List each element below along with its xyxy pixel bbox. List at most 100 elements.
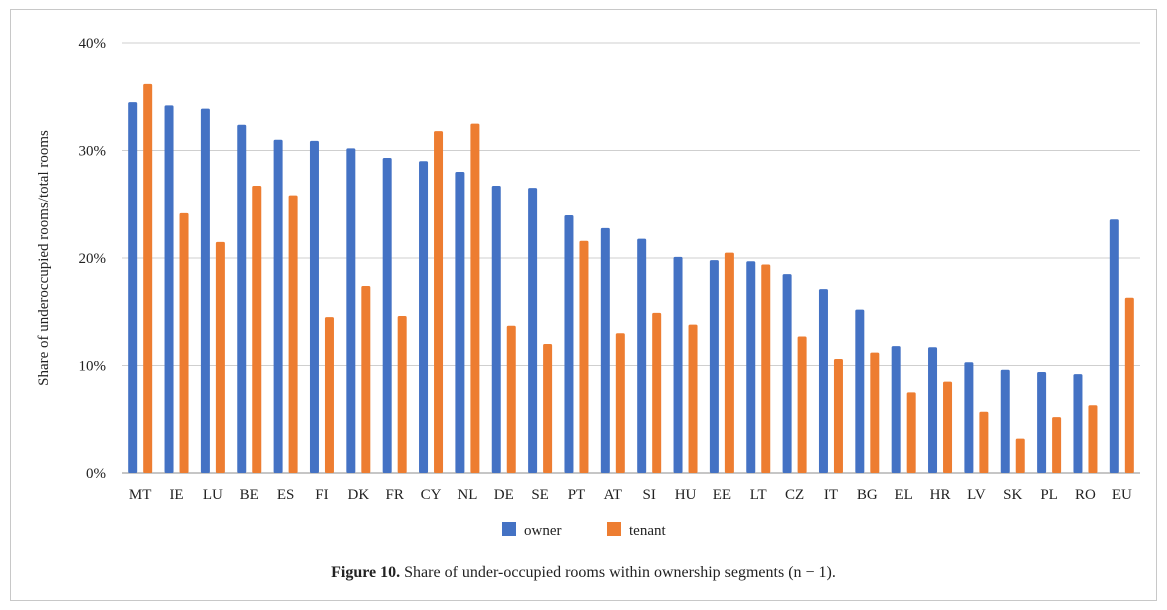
bar-owner-ro <box>1073 374 1083 473</box>
y-tick-label: 20% <box>79 251 107 267</box>
x-tick-label: SK <box>1003 487 1022 503</box>
bar-owner-dk <box>346 148 356 473</box>
bar-tenant-mt <box>143 83 153 473</box>
bar-owner-ee <box>709 260 719 473</box>
x-tick-label: PL <box>1040 487 1058 503</box>
x-tick-label: BG <box>857 487 878 503</box>
x-axis-ticks: MT IE LU BE ES FI DK FR CY NL DE SE PT AT SI HU EE LT CZ IT… <box>129 487 1132 503</box>
bar-owner-si <box>637 238 647 473</box>
x-tick-label: AT <box>604 487 622 503</box>
bar-tenant-be <box>252 185 262 473</box>
bar-owner-pt <box>564 215 574 473</box>
x-tick-label: DE <box>494 487 514 503</box>
legend-swatch-tenant <box>607 522 621 536</box>
x-tick-label: LT <box>750 487 767 503</box>
bar-tenant-el <box>906 392 916 473</box>
caption-label: Figure 10. <box>331 564 401 581</box>
bar-tenant-hr <box>943 381 953 473</box>
bar-chart: 0% 10% 20% 30% 40% MT IE LU BE ES FI DK FR CY NL DE SE P… <box>36 36 1140 539</box>
bar-tenant-fi <box>324 317 334 473</box>
bar-tenant-sk <box>1015 438 1025 473</box>
bar-tenant-it <box>833 359 843 473</box>
bar-owner-cy <box>419 161 429 473</box>
y-tick-label: 30% <box>79 144 107 160</box>
bar-tenant-ie <box>179 212 189 473</box>
x-tick-label: FR <box>385 487 403 503</box>
bar-tenant-ro <box>1088 405 1098 473</box>
x-tick-label: LV <box>967 487 986 503</box>
x-tick-label: HR <box>930 487 951 503</box>
bar-tenant-se <box>543 344 553 473</box>
bar-tenant-pl <box>1052 417 1062 473</box>
bar-tenant-at <box>615 333 625 473</box>
bar-owner-se <box>528 188 538 473</box>
bar-tenant-pt <box>579 240 589 473</box>
x-tick-label: NL <box>457 487 477 503</box>
bar-tenant-es <box>288 195 298 473</box>
bar-owner-fi <box>309 140 319 473</box>
x-tick-label: EE <box>713 487 731 503</box>
bar-owner-hr <box>928 347 938 473</box>
bar-tenant-ee <box>724 252 734 473</box>
bar-owner-bg <box>855 309 865 473</box>
bar-owner-be <box>237 124 247 473</box>
y-tick-label: 0% <box>86 466 106 482</box>
bar-owner-nl <box>455 172 465 473</box>
caption-text: Share of under-occupied rooms within own… <box>400 564 836 581</box>
bar-owner-ie <box>164 105 174 473</box>
bar-tenant-lt <box>761 264 771 473</box>
x-tick-label: LU <box>203 487 223 503</box>
x-tick-label: DK <box>347 487 369 503</box>
x-tick-label: EL <box>895 487 913 503</box>
x-tick-label: ES <box>277 487 295 503</box>
x-tick-label: IE <box>169 487 183 503</box>
legend-label-owner: owner <box>524 523 562 539</box>
bar-owner-es <box>273 139 283 473</box>
legend-label-tenant: tenant <box>629 523 666 539</box>
x-tick-label: PT <box>568 487 586 503</box>
x-tick-label: HU <box>675 487 697 503</box>
bar-owner-hu <box>673 256 683 473</box>
bar-tenant-fr <box>397 316 407 473</box>
bar-owner-at <box>600 227 610 473</box>
y-axis-ticks: 0% 10% 20% 30% 40% <box>79 36 107 482</box>
bar-tenant-lu <box>215 241 225 473</box>
bar-tenant-de <box>506 325 516 473</box>
bar-owner-de <box>491 185 501 473</box>
bar-owner-lt <box>746 261 756 473</box>
bar-tenant-cz <box>797 336 807 473</box>
x-tick-label: SI <box>643 487 656 503</box>
x-tick-label: EU <box>1112 487 1132 503</box>
x-tick-label: BE <box>240 487 259 503</box>
bar-tenant-hu <box>688 324 698 473</box>
legend: owner tenant <box>502 522 666 539</box>
y-tick-label: 10% <box>79 359 107 375</box>
y-tick-label: 40% <box>79 36 107 52</box>
bar-owner-eu <box>1109 219 1119 473</box>
bar-tenant-cy <box>434 131 444 473</box>
bar-owner-mt <box>128 102 138 473</box>
bar-owner-cz <box>782 274 792 473</box>
x-tick-label: RO <box>1075 487 1096 503</box>
bar-owner-pl <box>1037 371 1047 473</box>
x-tick-label: FI <box>315 487 328 503</box>
bar-owner-sk <box>1000 369 1010 473</box>
bar-owner-it <box>818 289 828 473</box>
x-tick-label: CY <box>421 487 442 503</box>
bar-tenant-dk <box>361 285 371 473</box>
x-tick-label: CZ <box>785 487 804 503</box>
bar-owner-fr <box>382 158 392 473</box>
bar-tenant-si <box>652 312 662 473</box>
bars <box>128 83 1134 473</box>
bar-tenant-lv <box>979 411 989 473</box>
bar-tenant-bg <box>870 352 880 473</box>
bar-owner-lv <box>964 362 974 473</box>
y-axis-label: Share of underoccupied rooms/total rooms <box>36 130 52 386</box>
figure-caption: Figure 10. Share of under-occupied rooms… <box>0 564 1167 582</box>
bar-tenant-nl <box>470 123 480 473</box>
bar-owner-el <box>891 346 901 473</box>
x-tick-label: IT <box>824 487 838 503</box>
bar-owner-lu <box>200 108 210 473</box>
legend-swatch-owner <box>502 522 516 536</box>
bar-tenant-eu <box>1124 297 1134 473</box>
